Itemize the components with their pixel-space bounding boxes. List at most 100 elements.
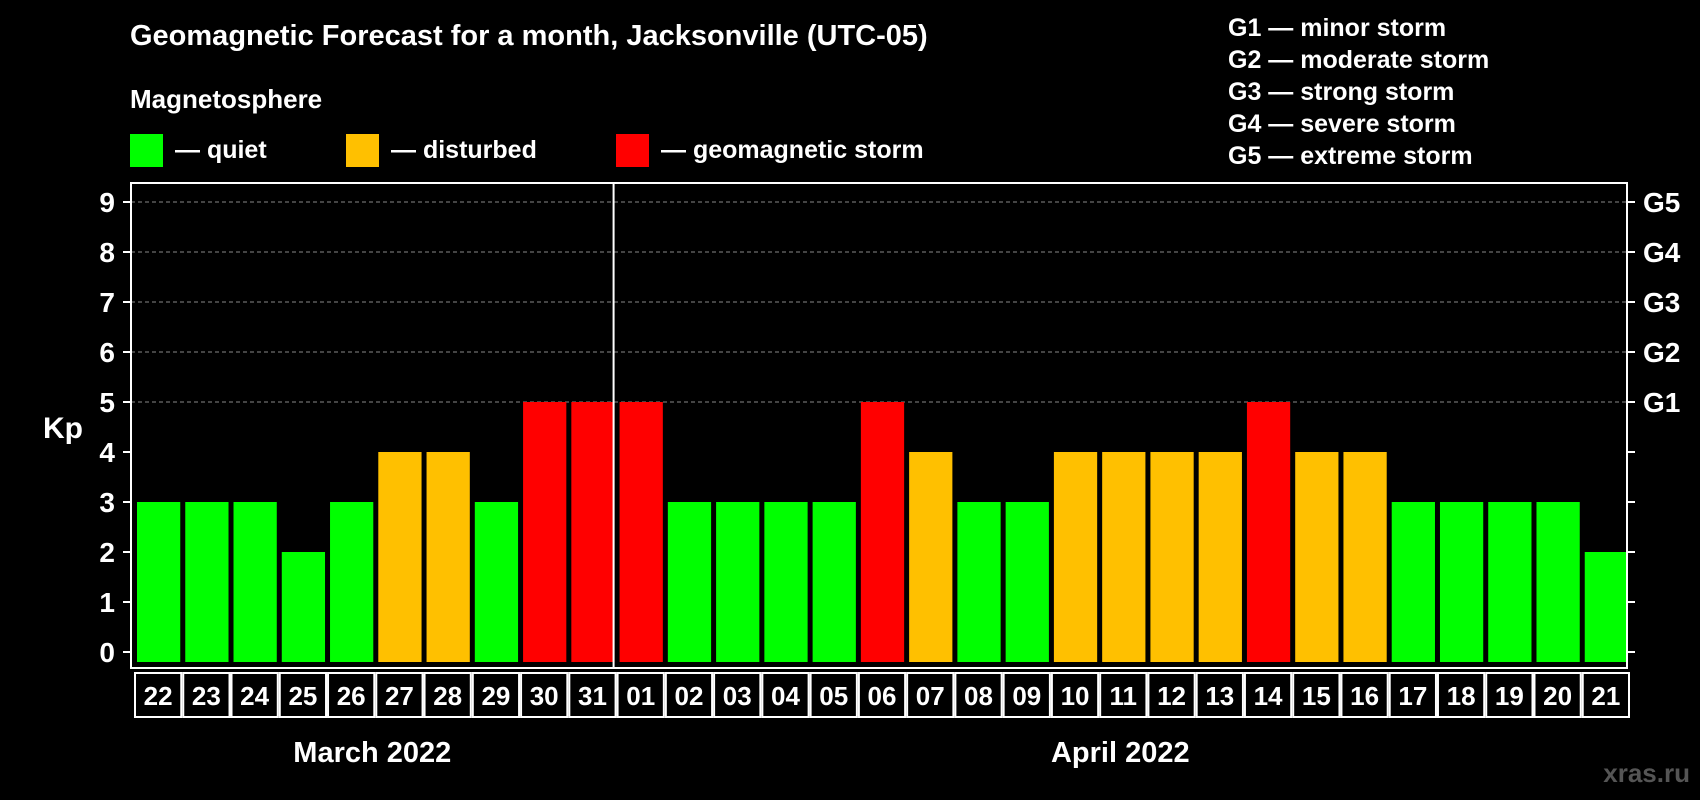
x-tick-label-28: 28 (433, 681, 462, 711)
bar-02 (667, 502, 712, 662)
g-scale-item-g4: G4 — severe storm (1228, 110, 1456, 138)
x-tick-label-07: 07 (916, 681, 945, 711)
right-tick-label-G1: G1 (1643, 387, 1680, 418)
plot-frame (130, 182, 1628, 669)
bar-18 (1439, 502, 1484, 662)
bar-25 (281, 552, 326, 662)
legend-item-storm: — geomagnetic storm (616, 134, 924, 167)
x-tick-label-11: 11 (1110, 681, 1138, 711)
date-box-02 (664, 672, 714, 718)
bar-06 (860, 402, 905, 662)
bar-03 (716, 502, 760, 662)
date-box-30 (520, 672, 569, 718)
date-box-08 (954, 672, 1003, 718)
date-box-06 (857, 672, 907, 718)
date-box-29 (471, 672, 521, 718)
bar-10 (1053, 452, 1098, 662)
x-tick-label-22: 22 (144, 681, 173, 711)
legend-swatch-quiet (130, 134, 163, 167)
bar-19 (1488, 502, 1532, 662)
x-tick-label-24: 24 (240, 681, 269, 711)
bar-21 (1584, 552, 1628, 662)
bar-05 (812, 502, 856, 662)
x-tick-label-26: 26 (337, 681, 366, 711)
right-tick-label-G2: G2 (1643, 337, 1680, 368)
bar-13 (1198, 452, 1242, 662)
x-tick-label-16: 16 (1350, 681, 1379, 711)
watermark: xras.ru (1603, 758, 1690, 788)
legend-item-quiet: — quiet (130, 134, 267, 167)
bar-20 (1536, 502, 1580, 662)
y-tick-label-7: 7 (99, 287, 115, 318)
g-scale-item-g5: G5 — extreme storm (1228, 142, 1473, 170)
bar-28 (426, 452, 470, 662)
x-tick-label-03: 03 (723, 681, 752, 711)
x-tick-label-08: 08 (964, 681, 993, 711)
bar-16 (1343, 452, 1387, 662)
x-tick-label-27: 27 (385, 681, 414, 711)
g-scale-item-g2: G2 — moderate storm (1228, 46, 1490, 74)
bar-23 (185, 502, 229, 662)
date-box-22 (134, 672, 183, 718)
g-scale-item-g1: G1 — minor storm (1228, 14, 1447, 42)
x-tick-label-23: 23 (192, 681, 221, 711)
date-box-27 (375, 672, 424, 718)
y-axis-label: Kp (43, 412, 83, 445)
bar-01 (619, 402, 663, 662)
date-box-17 (1388, 672, 1437, 718)
bar-15 (1295, 452, 1339, 662)
month-label-march: March 2022 (293, 737, 452, 769)
right-tick-label-G4: G4 (1643, 237, 1681, 268)
y-tick-label-2: 2 (99, 537, 115, 568)
chart-title: Geomagnetic Forecast for a month, Jackso… (130, 20, 928, 52)
date-box-24 (230, 672, 279, 718)
y-tick-label-6: 6 (99, 337, 115, 368)
date-box-09 (1002, 672, 1051, 718)
date-box-28 (423, 672, 472, 718)
date-box-26 (327, 672, 376, 718)
date-box-15 (1292, 672, 1341, 718)
legend-title: Magnetosphere (130, 84, 323, 114)
date-box-14 (1243, 672, 1293, 718)
bar-14 (1246, 402, 1291, 662)
bar-08 (957, 502, 1001, 662)
date-box-19 (1485, 672, 1534, 718)
y-tick-label-1: 1 (99, 587, 115, 618)
x-tick-label-10: 10 (1061, 681, 1090, 711)
bar-27 (378, 452, 422, 662)
legend-label-storm: — geomagnetic storm (661, 136, 924, 164)
month-label-april: April 2022 (1050, 737, 1190, 769)
x-tick-label-31: 31 (578, 681, 607, 711)
x-tick-label-01: 01 (626, 681, 655, 711)
g-scale-legend: G1 — minor storm G2 — moderate storm G3 … (1228, 12, 1489, 172)
x-tick-label-21: 21 (1591, 681, 1620, 711)
date-box-18 (1436, 672, 1486, 718)
date-box-13 (1195, 672, 1244, 718)
date-box-03 (713, 672, 762, 718)
date-box-25 (278, 672, 328, 718)
x-tick-label-19: 19 (1495, 681, 1524, 711)
x-tick-label-09: 09 (1012, 681, 1041, 711)
x-tick-label-06: 06 (868, 681, 897, 711)
date-box-16 (1340, 672, 1389, 718)
legend-swatch-disturbed (346, 134, 379, 167)
date-box-31 (568, 672, 617, 718)
date-box-23 (182, 672, 231, 718)
y-tick-label-5: 5 (99, 387, 115, 418)
x-tick-label-17: 17 (1398, 681, 1427, 711)
bar-24 (233, 502, 277, 662)
date-box-07 (906, 672, 955, 718)
bar-09 (1005, 502, 1049, 662)
date-box-12 (1147, 672, 1196, 718)
date-box-01 (616, 672, 665, 718)
y-tick-label-9: 9 (99, 187, 115, 218)
y-tick-label-8: 8 (99, 237, 115, 268)
legend-item-disturbed: — disturbed (346, 134, 537, 167)
date-box-05 (809, 672, 858, 718)
bar-22 (137, 502, 181, 662)
right-tick-label-G3: G3 (1643, 287, 1680, 318)
right-tick-label-G5: G5 (1643, 187, 1680, 218)
x-tick-label-25: 25 (288, 681, 317, 711)
bar-12 (1150, 452, 1194, 662)
